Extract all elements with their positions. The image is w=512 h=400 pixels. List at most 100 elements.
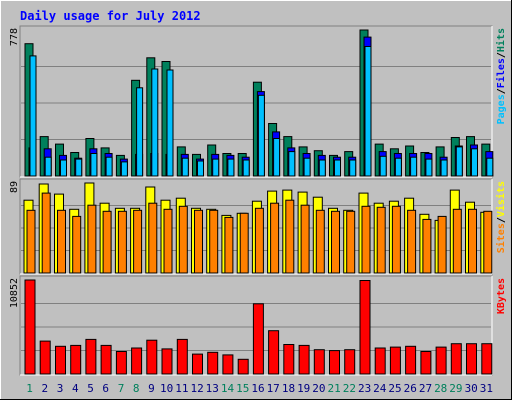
bar-pages-day-4 (75, 158, 83, 177)
bar-sites-day-10 (163, 208, 173, 274)
x-tick-label: 20 (312, 382, 325, 395)
bar-kbytes-day-2 (39, 340, 51, 375)
bar-sites-day-18 (285, 199, 295, 274)
bar-kbytes-day-27 (420, 351, 432, 375)
bar-kbytes-day-17 (268, 330, 280, 375)
legend-item-kbytes: KBytes (496, 278, 507, 314)
bar-kbytes-day-23 (359, 280, 371, 375)
bar-pages-day-25 (394, 157, 402, 177)
bar-pages-day-23 (364, 46, 372, 177)
bar-pages-day-12 (197, 160, 204, 177)
panel-kbytes: 10852 KBytes (9, 275, 507, 376)
bar-pages-day-27 (425, 158, 433, 177)
x-tick-label: 15 (236, 382, 249, 395)
legend-hits_files_pages: Pages/Files/Hits (495, 28, 507, 124)
bar-sites-day-15 (239, 212, 249, 274)
legend-separator: / (496, 88, 507, 94)
bar-pages-day-13 (212, 158, 220, 177)
bar-kbytes-day-29 (450, 343, 462, 375)
bar-sites-day-5 (87, 204, 97, 274)
bar-pages-day-5 (90, 153, 98, 177)
bar-kbytes-day-20 (313, 349, 325, 375)
legend-item-pages: Pages (496, 94, 507, 124)
x-axis-labels: 1 2 3 4 5 6 7 8 9 10 11 12 13 14 15 16 17 18 19 20 21 22 23 24 2… (26, 382, 493, 395)
legend-kbytes: KBytes (496, 278, 507, 314)
bar-pages-day-9 (151, 68, 159, 177)
bar-pages-day-24 (379, 155, 387, 177)
x-tick-label: 21 (327, 382, 340, 395)
bar-sites-day-21 (331, 210, 340, 274)
bar-pages-day-26 (410, 156, 418, 177)
bar-kbytes-day-13 (207, 351, 219, 375)
bar-sites-day-12 (194, 209, 203, 274)
x-tick-label: 5 (87, 382, 94, 395)
x-tick-label: 16 (251, 382, 264, 395)
x-tick-label: 24 (373, 382, 387, 395)
bar-sites-day-9 (148, 202, 158, 274)
bar-sites-day-29 (452, 208, 462, 274)
bar-pages-day-18 (288, 151, 296, 177)
bar-kbytes-day-7 (115, 351, 127, 375)
bar-sites-day-17 (270, 202, 280, 274)
legend-item-sites: Sites (495, 223, 507, 253)
bar-pages-day-20 (318, 159, 326, 177)
bar-kbytes-day-26 (405, 345, 417, 375)
bar-pages-day-2 (44, 156, 52, 177)
bar-sites-day-26 (407, 209, 417, 274)
x-tick-label: 29 (449, 382, 462, 395)
y-max-label: 89 (9, 181, 20, 193)
bar-sites-day-13 (209, 209, 219, 274)
bar-pages-day-6 (105, 156, 113, 177)
x-tick-label: 6 (102, 382, 109, 395)
bar-kbytes-day-25 (389, 346, 401, 375)
bar-pages-day-21 (334, 159, 341, 177)
bar-sites-day-24 (376, 206, 386, 274)
bar-pages-day-31 (486, 157, 494, 177)
bar-kbytes-day-30 (466, 343, 477, 375)
x-tick-label: 31 (480, 382, 493, 395)
bar-pages-day-14 (227, 158, 235, 177)
x-tick-label: 7 (118, 382, 125, 395)
bar-pages-day-1 (29, 55, 37, 177)
bar-sites-day-19 (300, 204, 310, 274)
bar-sites-day-1 (26, 209, 36, 274)
bar-kbytes-day-8 (131, 347, 143, 375)
legend-item-visits: Visits (495, 181, 507, 217)
x-tick-label: 12 (190, 382, 203, 395)
x-tick-label: 2 (41, 382, 48, 395)
bar-sites-day-25 (391, 205, 401, 274)
legend-separator: / (496, 217, 507, 223)
x-tick-label: 28 (434, 382, 447, 395)
chart-title: Daily usage for July 2012 (20, 9, 201, 23)
bar-kbytes-day-19 (298, 344, 310, 375)
x-tick-label: 14 (221, 382, 235, 395)
legend-item-files: Files (495, 58, 507, 88)
bar-kbytes-day-22 (344, 349, 356, 375)
y-max-label: 10852 (9, 278, 20, 308)
x-tick-label: 27 (419, 382, 432, 395)
bar-kbytes-day-5 (85, 338, 97, 375)
bar-sites-day-14 (224, 216, 234, 274)
bar-kbytes-day-6 (100, 344, 112, 375)
bar-kbytes-day-11 (176, 338, 188, 375)
bar-pages-day-8 (136, 87, 144, 177)
x-tick-label: 13 (206, 382, 219, 395)
x-tick-label: 9 (148, 382, 155, 395)
bar-kbytes-day-9 (146, 339, 158, 375)
bar-sites-day-3 (57, 209, 66, 274)
x-tick-label: 18 (282, 382, 295, 395)
legend-separator: / (496, 52, 507, 58)
x-tick-label: 23 (358, 382, 371, 395)
x-tick-label: 19 (297, 382, 310, 395)
bar-pages-day-15 (242, 159, 250, 177)
bar-sites-day-2 (41, 192, 51, 274)
x-tick-label: 10 (160, 382, 173, 395)
bar-kbytes-day-16 (252, 303, 264, 375)
bar-pages-day-3 (60, 159, 67, 177)
x-tick-label: 30 (465, 382, 478, 395)
bar-kbytes-day-1 (24, 279, 36, 375)
bar-pages-day-30 (471, 148, 478, 177)
bar-sites-day-7 (117, 210, 127, 274)
bar-pages-day-17 (273, 138, 281, 177)
bar-sites-day-16 (254, 207, 264, 274)
